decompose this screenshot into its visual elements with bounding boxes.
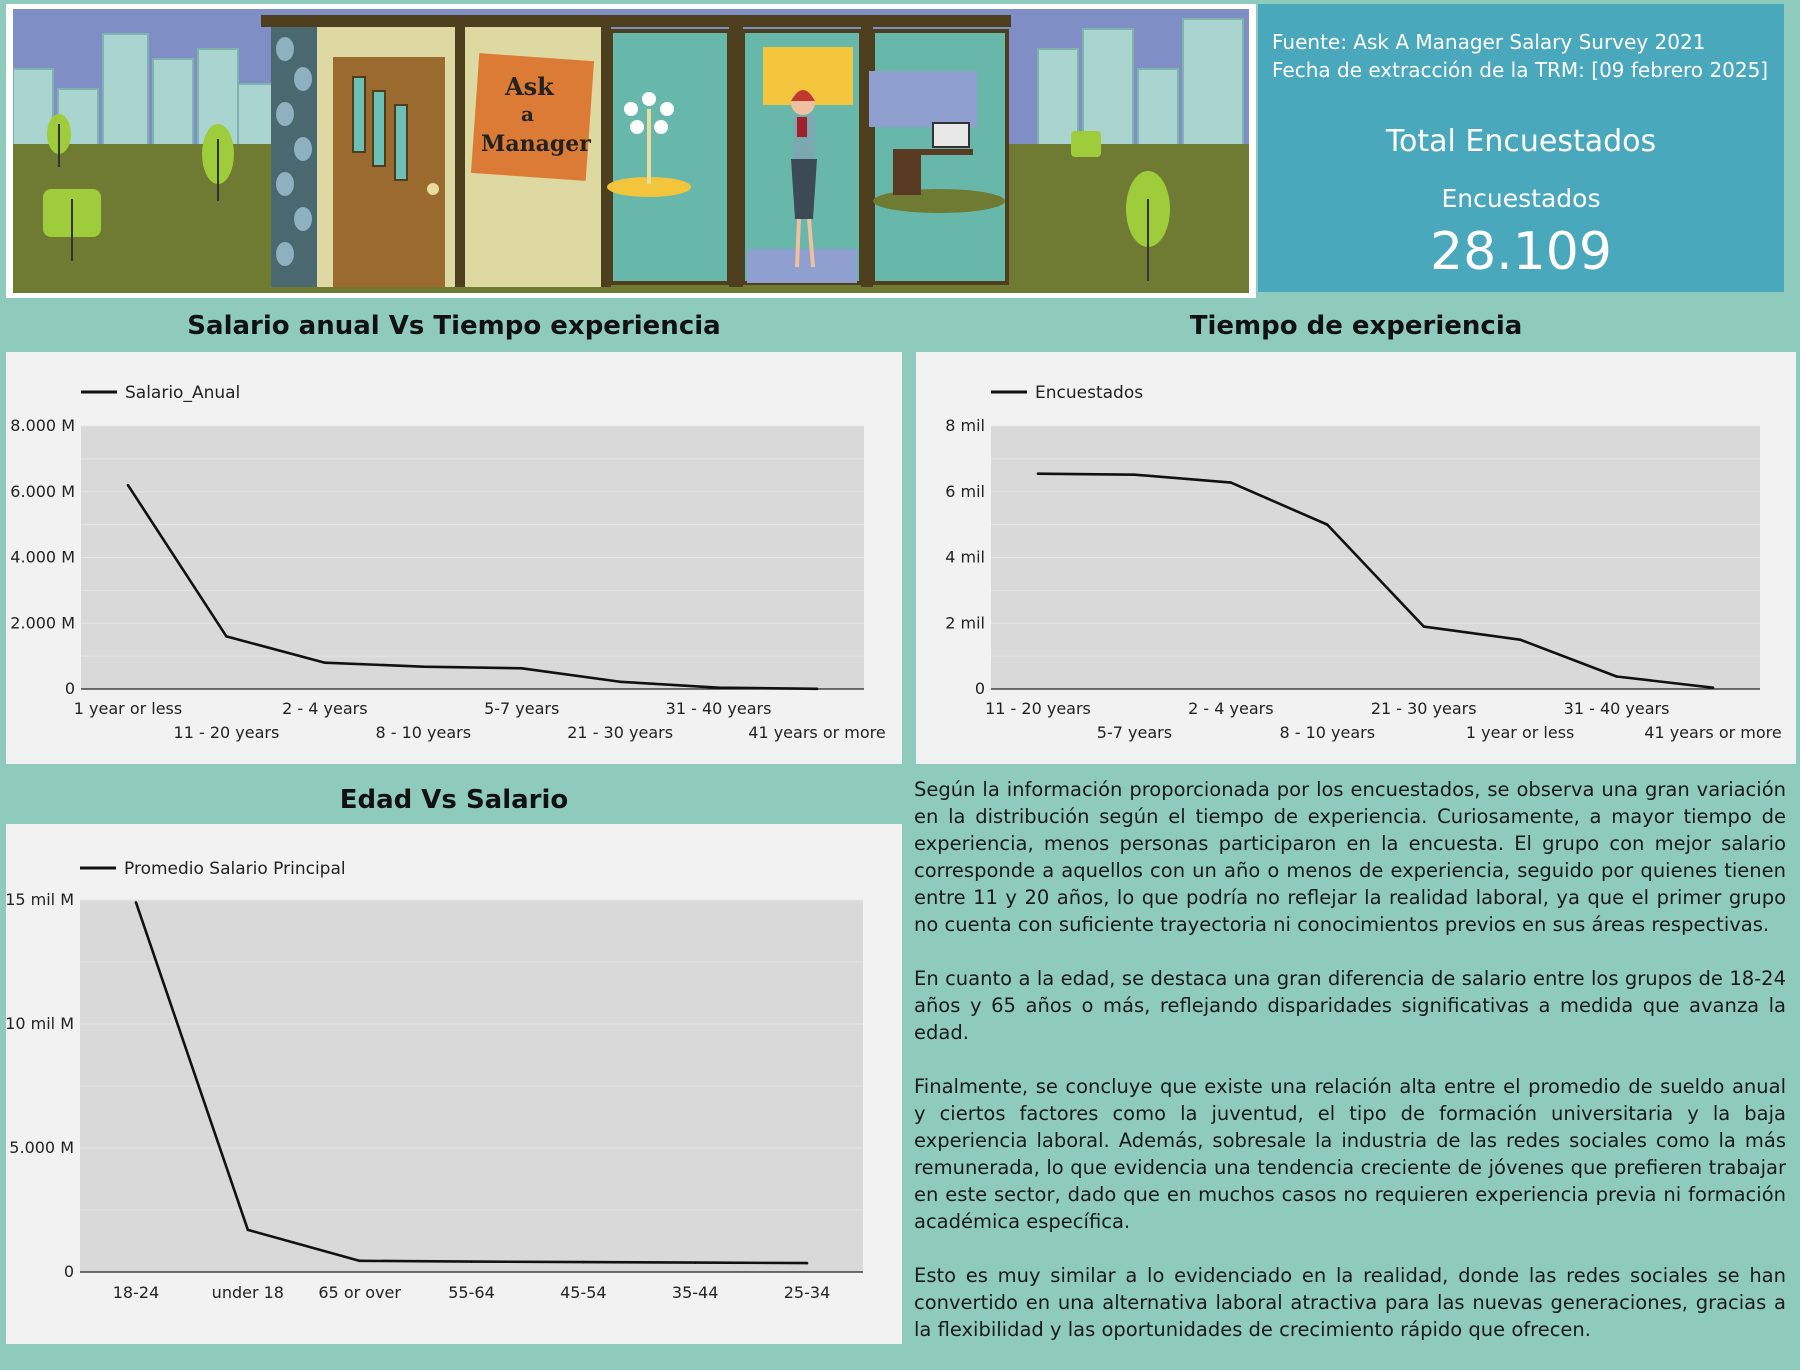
chart3-panel: 0 5.000 M 10 mil M 15 mil M 18-24 under 18 65 … <box>6 824 902 1344</box>
y-tick-label: 6.000 M <box>10 482 75 501</box>
y-tick-label: 2.000 M <box>10 613 75 632</box>
x-tick-label: 5-7 years <box>1097 723 1172 742</box>
series-line <box>1037 472 1714 689</box>
chart3-age-vs-salary: 0 5.000 M 10 mil M 15 mil M 18-24 under 18 65 … <box>6 859 863 1302</box>
y-tick-label: 6 mil <box>945 482 985 501</box>
analysis-paragraph: Esto es muy similar a lo evidenciado en … <box>914 1264 1786 1341</box>
data-point <box>520 666 524 670</box>
x-tick-label: 55-64 <box>448 1283 495 1302</box>
x-tick-label: 11 - 20 years <box>985 699 1091 718</box>
chart2-panel: 0 2 mil 4 mil 6 mil 8 mil 11 - 20 years 5-7 ye… <box>916 352 1796 764</box>
banner-image: Ask a Manager <box>6 4 1256 298</box>
sign-word-ask: Ask <box>504 72 555 101</box>
data-point <box>225 635 228 638</box>
analysis-paragraph: Finalmente, se concluye que existe una r… <box>914 1075 1786 1233</box>
data-point <box>693 1261 697 1264</box>
data-point <box>582 1260 585 1264</box>
x-tick-label: 1 year or less <box>74 699 182 718</box>
data-point <box>1711 686 1715 689</box>
data-point <box>815 687 819 691</box>
x-tick-label: 41 years or more <box>1644 723 1781 742</box>
legend-label: Promedio Salario Principal <box>124 859 346 879</box>
woman-figure-icon <box>791 90 817 268</box>
data-point <box>470 1260 473 1263</box>
data-point <box>358 1259 361 1263</box>
x-tick-label: 21 - 30 years <box>567 723 673 742</box>
x-tick-label: 8 - 10 years <box>1279 723 1375 742</box>
x-tick-label: 35-44 <box>672 1283 719 1302</box>
data-point <box>1036 472 1040 475</box>
date-line: Fecha de extracción de la TRM: [09 febre… <box>1272 58 1769 82</box>
x-tick-label: 5-7 years <box>484 699 559 718</box>
sign-word-a: a <box>521 102 534 126</box>
y-tick-label: 10 mil M <box>6 1014 74 1033</box>
chart1-header: Salario anual Vs Tiempo experiencia <box>187 311 721 341</box>
x-tick-label: 41 years or more <box>748 723 885 742</box>
x-tick-label: 25-34 <box>784 1283 831 1302</box>
data-point <box>246 1228 250 1232</box>
data-point <box>1229 481 1233 484</box>
x-tick-label: 18-24 <box>113 1283 160 1302</box>
source-line: Fuente: Ask A Manager Salary Survey 2021 <box>1272 30 1706 54</box>
x-tick-label: under 18 <box>212 1283 284 1302</box>
y-tick-label: 15 mil M <box>6 890 74 909</box>
chart3-header: Edad Vs Salario <box>339 785 569 815</box>
x-tick-label: 11 - 20 years <box>174 723 280 742</box>
data-point <box>1325 523 1329 526</box>
x-tick-label: 31 - 40 years <box>1564 699 1670 718</box>
y-tick-label: 4 mil <box>945 548 985 567</box>
analysis-paragraph: Según la información proporcionada por l… <box>914 778 1786 936</box>
data-point <box>717 686 720 689</box>
y-tick-label: 8.000 M <box>10 416 75 435</box>
x-tick-label: 45-54 <box>560 1283 607 1302</box>
data-point <box>1133 473 1136 476</box>
respondents-label: Encuestados <box>1441 184 1601 213</box>
data-point <box>421 665 425 668</box>
source-text: Fuente: Ask A Manager Salary Survey 2021… <box>1272 28 1768 84</box>
tree-icon <box>43 114 1170 281</box>
analysis-paragraph: En cuanto a la edad, se destaca una gran… <box>914 967 1786 1044</box>
y-tick-label: 5.000 M <box>9 1138 74 1157</box>
analysis-text: Según la información proporcionada por l… <box>914 776 1786 1370</box>
data-point <box>805 1261 809 1265</box>
x-tick-label: 2 - 4 years <box>282 699 367 718</box>
x-tick-label: 8 - 10 years <box>375 723 471 742</box>
y-tick-label: 0 <box>975 679 985 698</box>
y-tick-label: 0 <box>65 679 75 698</box>
chart1-panel: 0 2.000 M 4.000 M 6.000 M 8.000 M 1 year or l… <box>6 352 902 764</box>
storefront-illustration: Ask a Manager <box>13 9 1249 293</box>
data-point <box>618 680 622 684</box>
y-tick-label: 0 <box>64 1262 74 1281</box>
respondents-value: 28.109 <box>1430 222 1612 282</box>
data-point <box>134 901 138 904</box>
data-point <box>126 483 130 487</box>
x-tick-label: 65 or over <box>318 1283 401 1302</box>
legend-label: Encuestados <box>1035 383 1143 403</box>
y-tick-label: 4.000 M <box>10 548 75 567</box>
data-point <box>1518 638 1522 641</box>
x-tick-label: 1 year or less <box>1466 723 1574 742</box>
chart2-experience-count: 0 2 mil 4 mil 6 mil 8 mil 11 - 20 years 5-7 ye… <box>945 383 1781 742</box>
chart2-header: Tiempo de experiencia <box>1189 311 1523 341</box>
legend-label: Salario_Anual <box>125 383 240 403</box>
data-point <box>1422 625 1426 628</box>
sign-word-manager: Manager <box>481 131 591 157</box>
total-title: Total Encuestados <box>1385 124 1657 159</box>
summary-card: Fuente: Ask A Manager Salary Survey 2021… <box>1258 4 1784 292</box>
chart1-salary-vs-experience: 0 2.000 M 4.000 M 6.000 M 8.000 M 1 year or l… <box>10 383 885 742</box>
data-point <box>323 661 327 664</box>
series-line <box>126 484 818 691</box>
x-tick-label: 2 - 4 years <box>1188 699 1273 718</box>
x-tick-label: 21 - 30 years <box>1371 699 1477 718</box>
ask-a-manager-sign: Ask a Manager <box>470 53 595 181</box>
data-point <box>1615 675 1618 678</box>
x-tick-label: 31 - 40 years <box>666 699 772 718</box>
y-tick-label: 2 mil <box>945 613 985 632</box>
y-tick-label: 8 mil <box>945 416 985 435</box>
